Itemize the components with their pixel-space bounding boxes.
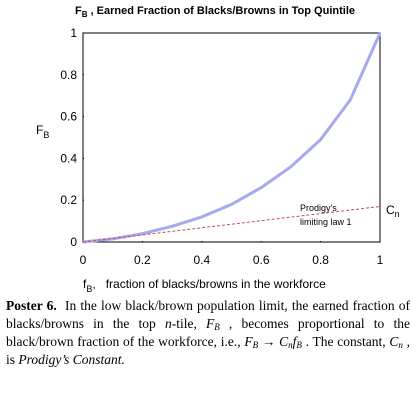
y-tick-label: 1 bbox=[70, 26, 77, 40]
caption-part: → bbox=[258, 334, 280, 349]
x-tick-label: 0.2 bbox=[134, 253, 151, 267]
plot-frame bbox=[82, 32, 381, 243]
caption-part: n bbox=[164, 316, 172, 331]
caption-part: F bbox=[244, 334, 253, 349]
caption-part: n bbox=[288, 340, 293, 350]
annotation: Prodigy's bbox=[300, 203, 337, 213]
caption-part: n bbox=[398, 340, 403, 350]
c-main: C bbox=[386, 203, 395, 217]
caption-part: C bbox=[389, 334, 399, 349]
title-sub: B bbox=[82, 10, 88, 19]
x-label-rest: , fraction of blacks/browns in the workf… bbox=[92, 277, 326, 291]
caption: Poster 6. In the low black/brown populat… bbox=[6, 297, 410, 369]
caption-part: f bbox=[292, 334, 297, 349]
caption-part: . The constant, bbox=[301, 334, 390, 349]
caption-part: Poster 6. bbox=[6, 298, 57, 313]
annotation-c: Cn bbox=[386, 203, 400, 219]
y-label-sub: B bbox=[43, 130, 49, 140]
y-tick-label: 0.2 bbox=[60, 193, 77, 207]
y-label-main: F bbox=[36, 123, 43, 137]
caption-part: -tile, bbox=[171, 316, 206, 331]
caption-part: Prodigy’s Constant. bbox=[18, 352, 125, 367]
caption-part: B bbox=[296, 340, 302, 350]
y-tick-label: 0.8 bbox=[60, 68, 77, 82]
x-tick-label: 0.8 bbox=[312, 253, 329, 267]
y-tick-label: 0.4 bbox=[60, 151, 77, 165]
title-rest: , Earned Fraction of Blacks/Browns in To… bbox=[88, 5, 356, 17]
x-axis-label: fB, fraction of blacks/browns in the wor… bbox=[83, 277, 326, 294]
x-tick-label: 1 bbox=[377, 253, 384, 267]
y-tick-label: 0.6 bbox=[60, 110, 77, 124]
x-label-sub: B bbox=[86, 284, 92, 294]
y-axis-label: FB bbox=[36, 123, 49, 140]
series-line bbox=[82, 32, 382, 244]
c-sub: n bbox=[395, 209, 400, 219]
caption-part: B bbox=[252, 340, 259, 350]
caption-part: B bbox=[214, 322, 220, 332]
caption-part: , is bbox=[6, 334, 411, 367]
title-main: F bbox=[75, 5, 82, 17]
x-tick-label: 0.6 bbox=[253, 253, 270, 267]
caption-part: In the low black/brown population limit,… bbox=[6, 298, 414, 331]
x-tick-label: 0.4 bbox=[193, 253, 210, 267]
chart-title: FB , Earned Fraction of Blacks/Browns in… bbox=[75, 5, 355, 19]
x-label-main: f bbox=[83, 277, 87, 291]
x-tick-label: 0 bbox=[80, 253, 87, 267]
caption-part: , becomes proportional to the black/brow… bbox=[6, 316, 410, 349]
annotation: limiting law 1 bbox=[300, 217, 352, 227]
caption-part: F bbox=[206, 316, 215, 331]
y-tick-label: 0 bbox=[70, 235, 77, 249]
caption-part: C bbox=[279, 334, 289, 349]
chart: FB , Earned Fraction of Blacks/Browns in… bbox=[36, 5, 400, 294]
